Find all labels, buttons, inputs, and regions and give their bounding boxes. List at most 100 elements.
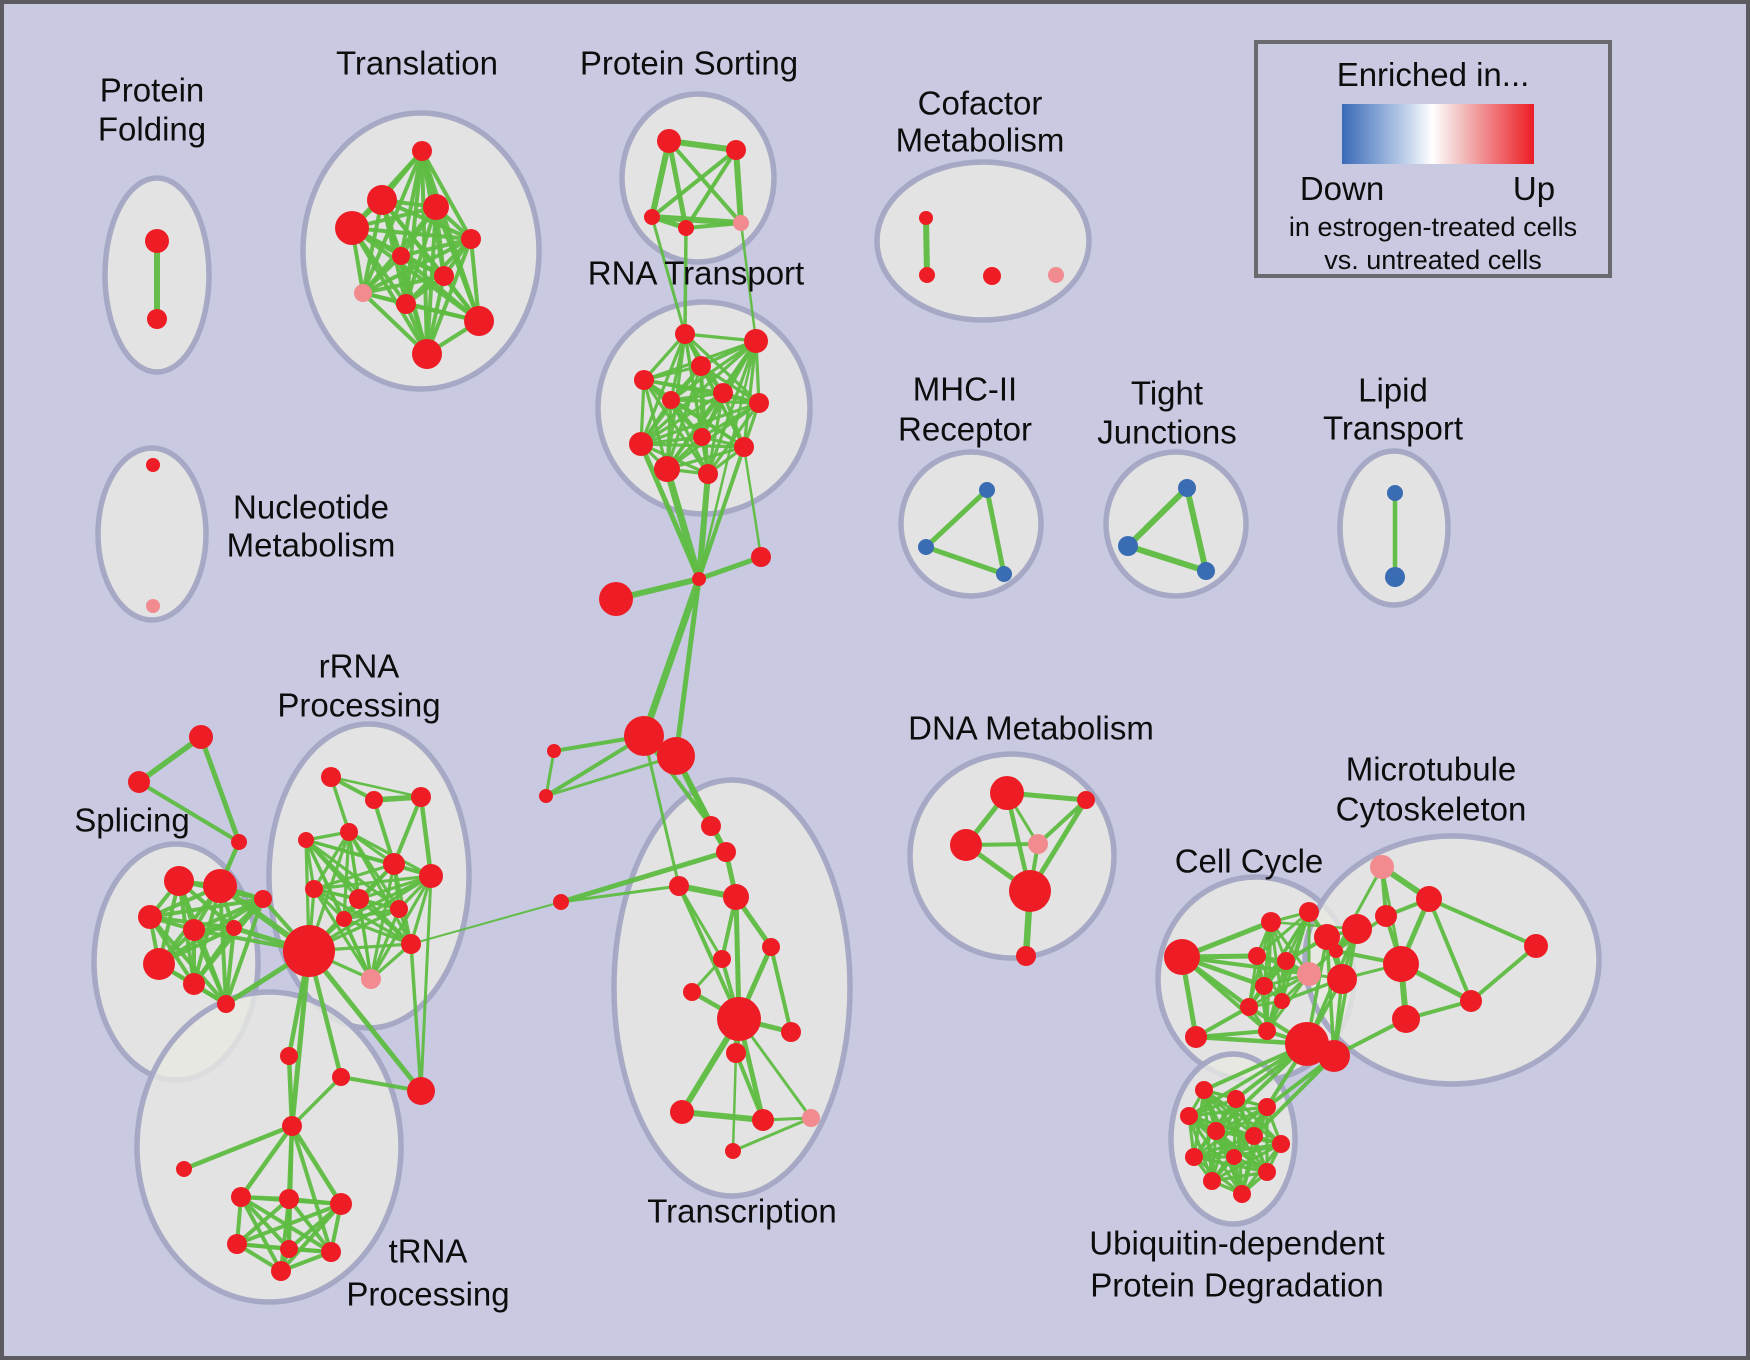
edge-sp4-sp8: [224, 926, 236, 1006]
cluster-label-cofactor-metabolism-line2: Metabolism: [896, 122, 1065, 159]
edge-cc3-cc4: [1255, 910, 1311, 958]
edge-s3-s4: [684, 221, 743, 230]
cluster-label-dna-metabolism: DNA Metabolism: [908, 710, 1154, 747]
cluster-label-ubiquitin-degradation-line1: Ubiquitin-dependent: [1089, 1225, 1384, 1262]
cluster-ellipse-nucleotide-metabolism: [95, 445, 209, 623]
node-tn5: [227, 1234, 247, 1254]
node-rr13: [401, 934, 421, 954]
node-c3: [1048, 267, 1064, 283]
node-tr4: [713, 950, 731, 968]
node-sp7: [183, 973, 205, 995]
edge-t0-t4: [420, 149, 473, 241]
node-cc5: [1277, 952, 1295, 970]
edge-tn2-tn6: [239, 1195, 291, 1251]
edge-tr10-tr11: [679, 1109, 766, 1123]
edge-d1-d3: [1036, 798, 1088, 846]
edge-rr4-rr10: [342, 830, 351, 921]
edge-s0-s2: [649, 138, 672, 220]
edge-s0-s4: [667, 139, 743, 225]
node-r1: [744, 329, 768, 353]
node-tr1: [716, 842, 736, 862]
node-u8: [1226, 1149, 1242, 1165]
node-tr10: [670, 1100, 694, 1124]
node-x2: [231, 834, 247, 850]
edge-rr6-rr7: [312, 874, 433, 891]
node-tr11: [752, 1109, 774, 1131]
nodes-layer: [128, 129, 1548, 1281]
cluster-ellipse-dna-metabolism: [907, 751, 1117, 961]
node-r9: [734, 437, 754, 457]
edge-t4-t5: [399, 237, 473, 258]
node-s0: [657, 129, 681, 153]
node-t8: [396, 294, 416, 314]
node-u6: [1272, 1135, 1290, 1153]
node-rr6: [419, 864, 443, 888]
edge-t1-t7: [361, 198, 384, 295]
node-sp4: [226, 920, 242, 936]
node-d5: [1016, 946, 1036, 966]
node-t5: [392, 247, 410, 265]
node-r2: [691, 356, 711, 376]
node-n1: [146, 599, 160, 613]
node-r7: [693, 428, 711, 446]
edge-s2-s4: [649, 214, 744, 226]
node-r4: [713, 383, 733, 403]
edge-cc0-cc6: [1180, 955, 1311, 976]
edge-tn3-tn8: [279, 1197, 291, 1273]
node-h0: [692, 572, 706, 586]
node-cc3: [1299, 902, 1319, 922]
edge-rr4-rr7: [312, 830, 351, 891]
node-mb0: [280, 1047, 298, 1065]
node-rr2: [411, 787, 431, 807]
edge-r1-r9: [742, 339, 758, 449]
node-t9: [464, 306, 494, 336]
node-cc11: [1314, 924, 1340, 950]
cluster-label-protein-folding-line1: Protein: [100, 72, 205, 109]
cluster-label-nucleotide-metabolism-line1: Nucleotide: [233, 489, 389, 526]
legend-caption-line2: vs. untreated cells: [1324, 245, 1542, 275]
node-tn4: [330, 1193, 352, 1215]
node-rr12: [361, 969, 381, 989]
node-rr7: [305, 880, 323, 898]
node-u3: [1180, 1107, 1198, 1125]
cluster-label-cell-cycle: Cell Cycle: [1175, 843, 1324, 880]
cluster-label-rna-transport: RNA Transport: [588, 255, 804, 292]
node-cc13: [1327, 964, 1357, 994]
edge-tr9-tr11: [734, 1051, 765, 1122]
cluster-label-microtubule-cytoskeleton-line2: Cytoskeleton: [1336, 791, 1527, 828]
cluster-label-tight-junctions-line2: Junctions: [1097, 414, 1236, 451]
node-d2: [950, 829, 982, 861]
edge-r0-r8: [639, 332, 687, 446]
legend-down-label: Down: [1299, 170, 1385, 207]
edge-sp2-sp8: [148, 915, 228, 1006]
node-rr4: [340, 823, 358, 841]
edge-t0-t7: [361, 149, 424, 295]
node-u10: [1203, 1172, 1221, 1190]
node-sp6: [143, 948, 175, 980]
node-bg1: [599, 582, 633, 616]
node-tr12: [802, 1109, 820, 1127]
edge-rr2-rr6: [418, 794, 434, 879]
node-pf1: [147, 309, 167, 329]
edge-h0-nrt: [696, 554, 764, 582]
cluster-label-transcription: Transcription: [647, 1193, 837, 1230]
edge-m1-m2: [923, 544, 1007, 577]
node-pf0: [145, 229, 169, 253]
node-d0: [990, 776, 1024, 810]
edge-br-mc0: [1334, 865, 1384, 953]
edge-cc0-cc10: [1180, 955, 1269, 1033]
node-u5: [1245, 1127, 1263, 1145]
edge-tn0-tn2: [238, 1123, 295, 1200]
edge-x0-x1: [136, 734, 204, 785]
edge-tn3-tn7: [287, 1197, 333, 1254]
node-rr11: [283, 925, 335, 977]
edge-r8-r9: [639, 442, 746, 449]
edge-lf2-tr2: [559, 884, 681, 904]
edge-r2-r6: [699, 364, 761, 405]
legend-caption-line1: in estrogen-treated cells: [1288, 212, 1578, 242]
edge-rr5-rr12: [369, 862, 396, 981]
node-mc1: [1416, 886, 1442, 912]
node-tn0: [282, 1116, 302, 1136]
node-s2: [644, 209, 660, 225]
node-tr8: [781, 1022, 801, 1042]
